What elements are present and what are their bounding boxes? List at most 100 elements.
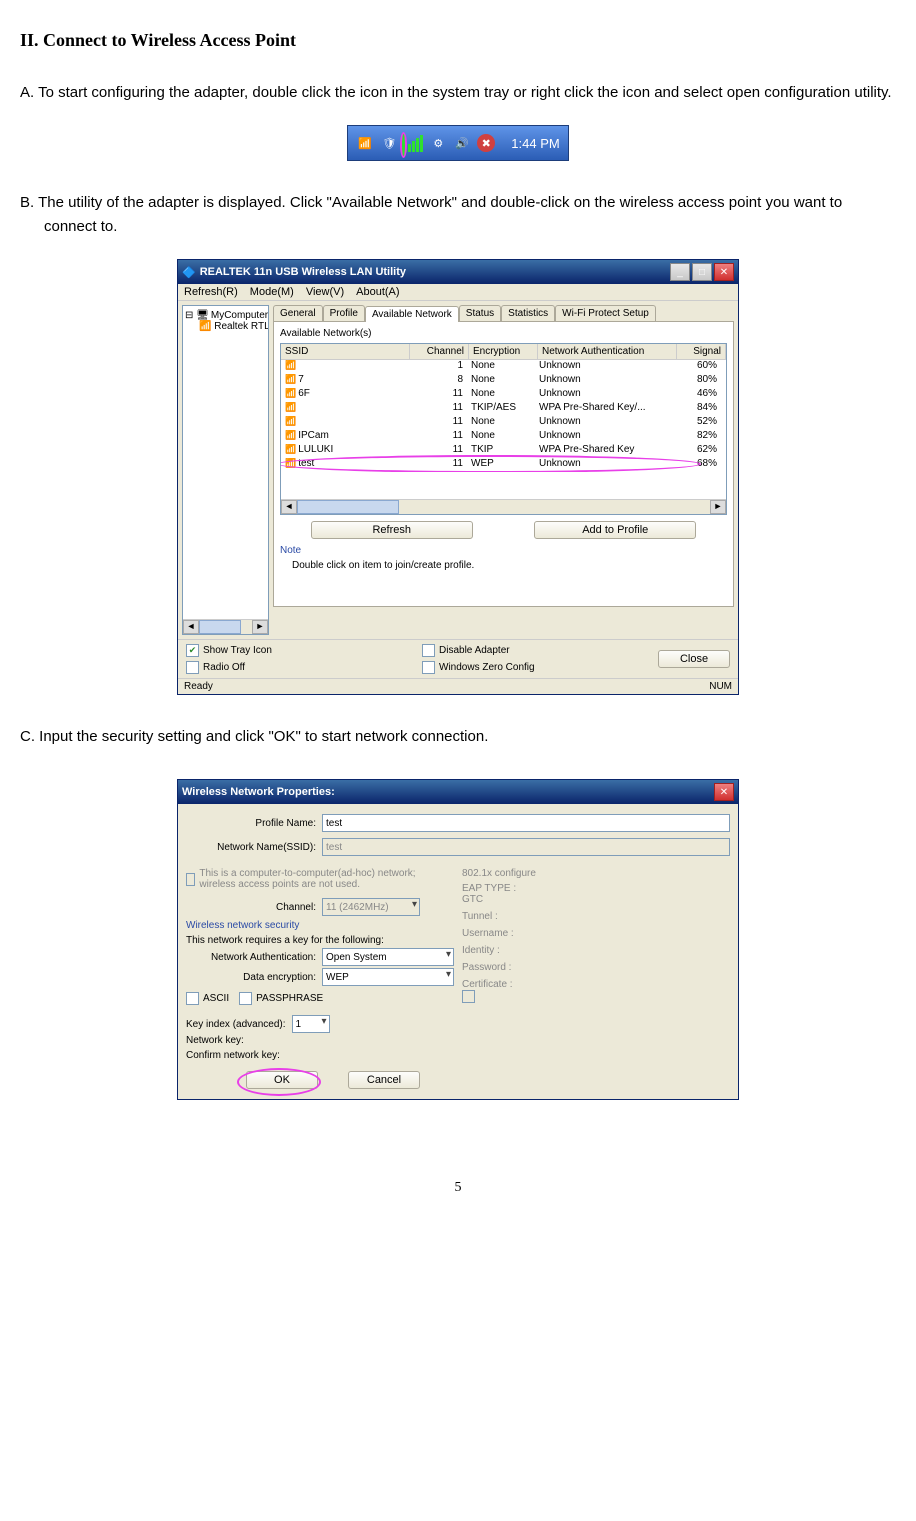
list-row[interactable]: 📶LULUKI11TKIPWPA Pre-Shared Key62% <box>281 444 726 458</box>
tab-panel: Available Network(s) SSID Channel Encryp… <box>273 321 734 607</box>
list-row[interactable]: 📶IPCam11NoneUnknown82% <box>281 430 726 444</box>
tray-clock: 1:44 PM <box>511 136 559 151</box>
auth-label: Network Authentication: <box>186 952 322 963</box>
tab-profile[interactable]: Profile <box>323 305 365 321</box>
add-to-profile-button[interactable]: Add to Profile <box>534 521 696 539</box>
passphrase-check[interactable]: PASSPHRASE <box>239 992 323 1005</box>
step-c-text: C. Input the security setting and click … <box>20 725 896 749</box>
dlg-close-button[interactable]: ✕ <box>714 783 734 801</box>
status-num: NUM <box>709 681 732 692</box>
step-a-text: A. To start configuring the adapter, dou… <box>20 81 896 105</box>
close-bottom-button[interactable]: Close <box>658 650 730 668</box>
username-label: Username : <box>462 928 730 939</box>
window-title: REALTEK 11n USB Wireless LAN Utility <box>200 266 406 278</box>
tab-general[interactable]: General <box>273 305 323 321</box>
list-scrollbar[interactable]: ◄► <box>281 499 726 514</box>
menu-view[interactable]: View(V) <box>306 286 344 298</box>
security-note: This network requires a key for the foll… <box>186 935 454 946</box>
enc-combo[interactable]: WEP <box>322 968 454 986</box>
system-tray: 📶 🛡 ⚙ 🔊 ✖ 1:44 PM <box>347 125 568 161</box>
cancel-button[interactable]: Cancel <box>348 1071 420 1089</box>
password-label: Password : <box>462 962 730 973</box>
key-index-label: Key index (advanced): <box>186 1019 292 1030</box>
network-list[interactable]: SSID Channel Encryption Network Authenti… <box>280 343 727 515</box>
status-bar: Ready NUM <box>178 678 738 694</box>
confirm-key-label: Confirm network key: <box>186 1050 454 1061</box>
eap-type-combo: GTC <box>462 894 730 905</box>
antivirus-icon: 🛡 <box>380 134 398 152</box>
utility-window: 🔷 REALTEK 11n USB Wireless LAN Utility _… <box>177 259 739 695</box>
col-ssid[interactable]: SSID <box>281 344 410 359</box>
section-heading: II. Connect to Wireless Access Point <box>20 30 896 51</box>
tree-adapter[interactable]: 📶 Realtek RTL8191SU <box>185 321 266 332</box>
adhoc-check: This is a computer-to-computer(ad-hoc) n… <box>186 868 454 890</box>
highlight-circle <box>400 132 407 158</box>
cert-label: Certificate : <box>462 979 730 990</box>
check-zero-config[interactable]: Windows Zero Config <box>422 661 658 674</box>
list-row[interactable]: 📶1NoneUnknown60% <box>281 360 726 374</box>
menu-bar: Refresh(R) Mode(M) View(V) About(A) <box>178 284 738 301</box>
tab-status[interactable]: Status <box>459 305 501 321</box>
network-key-label: Network key: <box>186 1035 454 1046</box>
list-header: SSID Channel Encryption Network Authenti… <box>281 344 726 360</box>
status-ready: Ready <box>184 681 213 692</box>
channel-label: Channel: <box>186 902 322 913</box>
ssid-label: Network Name(SSID): <box>186 842 322 853</box>
col-signal[interactable]: Signal <box>677 344 726 359</box>
security-section-label: Wireless network security <box>186 920 454 931</box>
menu-refresh[interactable]: Refresh(R) <box>184 286 238 298</box>
profile-name-field[interactable]: test <box>322 814 730 832</box>
menu-mode[interactable]: Mode(M) <box>250 286 294 298</box>
list-row[interactable]: 📶78NoneUnknown80% <box>281 374 726 388</box>
system-icon: ⚙ <box>429 134 447 152</box>
tree-scrollbar[interactable]: ◄► <box>183 619 268 634</box>
check-radio-off[interactable]: Radio Off <box>186 661 422 674</box>
ascii-check[interactable]: ASCII <box>186 992 229 1005</box>
cert-check <box>462 990 475 1003</box>
list-row[interactable]: 📶11NoneUnknown52% <box>281 416 726 430</box>
minimize-button[interactable]: _ <box>670 263 690 281</box>
refresh-button[interactable]: Refresh <box>311 521 473 539</box>
wifi-signal-icon[interactable] <box>404 135 423 152</box>
tab-wps[interactable]: Wi-Fi Protect Setup <box>555 305 656 321</box>
close-button[interactable]: ✕ <box>714 263 734 281</box>
dlg-titlebar: Wireless Network Properties: ✕ <box>178 780 738 804</box>
maximize-button[interactable]: □ <box>692 263 712 281</box>
col-auth[interactable]: Network Authentication <box>538 344 677 359</box>
list-body: 📶1NoneUnknown60% 📶78NoneUnknown80% 📶6F11… <box>281 360 726 472</box>
note-label: Note <box>280 545 727 556</box>
network-icon: 📶 <box>356 134 374 152</box>
key-index-combo[interactable]: 1 <box>292 1015 330 1033</box>
tab-strip: General Profile Available Network Status… <box>273 305 734 321</box>
passphrase-field[interactable] <box>333 992 454 1005</box>
list-row[interactable]: 📶6F11NoneUnknown46% <box>281 388 726 402</box>
tree-root[interactable]: ⊟ 🖥 MyComputer <box>185 310 266 321</box>
auth-combo[interactable]: Open System <box>322 948 454 966</box>
col-encryption[interactable]: Encryption <box>469 344 538 359</box>
list-row-highlighted[interactable]: 📶test11WEPUnknown68% <box>281 458 726 472</box>
dot1x-section: 802.1x configure <box>462 868 730 879</box>
ssid-field: test <box>322 838 730 856</box>
tab-available-network[interactable]: Available Network <box>365 306 459 322</box>
tunnel-label: Tunnel : <box>462 911 730 922</box>
window-icon: 🔷 <box>182 266 196 279</box>
check-show-tray[interactable]: ✔Show Tray Icon <box>186 644 422 657</box>
properties-dialog: Wireless Network Properties: ✕ Profile N… <box>177 779 739 1100</box>
step-b-text: B. The utility of the adapter is display… <box>20 191 896 239</box>
enc-label: Data encryption: <box>186 972 322 983</box>
shield-icon: ✖ <box>477 134 495 152</box>
check-disable-adapter[interactable]: Disable Adapter <box>422 644 658 657</box>
list-row[interactable]: 📶11TKIP/AESWPA Pre-Shared Key/...84% <box>281 402 726 416</box>
col-channel[interactable]: Channel <box>410 344 469 359</box>
cert-combo <box>479 990 730 1003</box>
speaker-icon: 🔊 <box>453 134 471 152</box>
bottom-bar: ✔Show Tray Icon Radio Off Disable Adapte… <box>178 639 738 678</box>
tab-statistics[interactable]: Statistics <box>501 305 555 321</box>
available-networks-label: Available Network(s) <box>280 328 727 339</box>
tree-pane: ⊟ 🖥 MyComputer 📶 Realtek RTL8191SU ◄► <box>182 305 269 635</box>
ok-button[interactable]: OK <box>246 1071 318 1089</box>
note-text: Double click on item to join/create prof… <box>280 556 727 575</box>
titlebar: 🔷 REALTEK 11n USB Wireless LAN Utility _… <box>178 260 738 284</box>
menu-about[interactable]: About(A) <box>356 286 399 298</box>
identity-label: Identity : <box>462 945 730 956</box>
